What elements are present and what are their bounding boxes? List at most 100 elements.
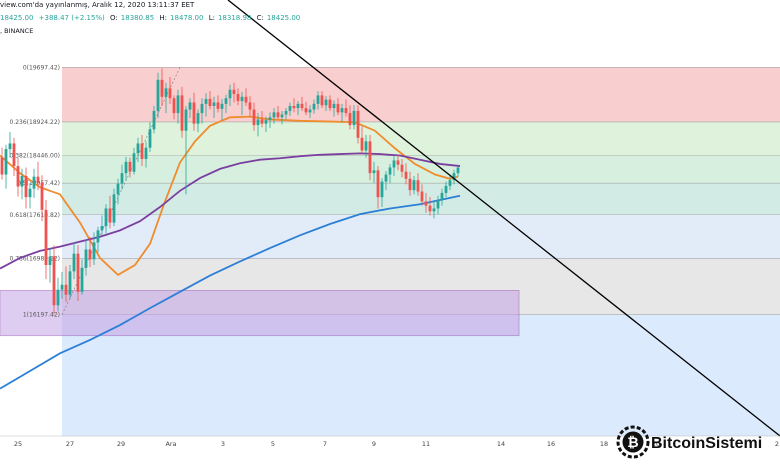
candle-body <box>244 96 248 103</box>
publish-info: view.com'da yayınlanmış, Aralık 12, 2020… <box>0 1 194 9</box>
candle-body <box>372 170 376 174</box>
candle-body <box>300 103 304 109</box>
candle-body <box>48 256 52 265</box>
publish-line: view.com'da yayınlanmış, Aralık 12, 2020… <box>0 1 195 9</box>
open-label: O: <box>110 14 118 22</box>
candle-body <box>12 143 16 167</box>
svg-text:₿: ₿ <box>627 435 638 451</box>
candle-body <box>328 99 332 109</box>
candle-body <box>140 143 144 159</box>
trendline <box>227 0 780 437</box>
candle-body <box>364 141 368 151</box>
support-zone <box>0 290 520 337</box>
candle-body <box>20 175 24 187</box>
candle-body <box>380 181 384 198</box>
candle-body <box>376 170 380 198</box>
candle-body <box>416 180 420 192</box>
candle-body <box>456 167 460 174</box>
candle-body <box>404 171 408 179</box>
candle-body <box>248 102 252 110</box>
x-tick-label: 25 <box>14 440 22 448</box>
candle-body <box>220 103 224 109</box>
bitcoin-gear-icon: ₿ <box>616 425 650 459</box>
x-tick-label: 3 <box>221 440 225 448</box>
low-value: 18318.98 <box>217 14 252 22</box>
candle-body <box>276 112 280 118</box>
candle-body <box>120 173 124 184</box>
candle-body <box>92 242 96 260</box>
candle-body <box>332 103 336 109</box>
candle-body <box>448 180 452 186</box>
candle-body <box>16 166 20 187</box>
candle-body <box>8 143 12 150</box>
candle-body <box>100 226 104 231</box>
x-tick-label: Ara <box>165 440 176 448</box>
candle-body <box>28 188 32 198</box>
exchange-name: , BINANCE <box>0 27 34 35</box>
candle-body <box>168 88 172 99</box>
candle-body <box>212 102 216 106</box>
candle-body <box>428 205 432 212</box>
sma-mid-line <box>0 152 461 270</box>
candle-body <box>124 161 128 174</box>
candle-body <box>36 176 40 184</box>
candle-body <box>408 178 412 191</box>
candle-body <box>452 173 456 181</box>
candle-body <box>72 253 76 272</box>
x-tick-label: 11 <box>422 440 430 448</box>
candle-body <box>412 180 416 191</box>
candle-body <box>348 113 352 126</box>
candle-body <box>0 157 4 175</box>
candle-body <box>156 79 160 111</box>
candle-body <box>64 284 68 295</box>
candle-body <box>316 95 320 104</box>
candle-body <box>384 174 388 182</box>
candle-body <box>60 284 64 290</box>
candle-body <box>152 110 156 130</box>
candle-body <box>368 141 372 174</box>
ohlc-readout: 18425.00 +388.47 (+2.15%) O: 18380.85 H: 1… <box>0 14 303 22</box>
x-tick-label: 9 <box>372 440 376 448</box>
close-label: C: <box>256 14 264 22</box>
candle-body <box>400 164 404 172</box>
price-change: +388.47 (+2.15%) <box>38 14 105 22</box>
fib-level-label: 1(16197.42) <box>23 312 60 319</box>
sma-long-line <box>0 194 461 390</box>
candle-body <box>432 208 436 212</box>
candle-body <box>148 129 152 148</box>
candle-body <box>84 249 88 268</box>
candle-body <box>352 110 356 126</box>
candle-body <box>344 108 348 114</box>
candle-body <box>232 89 236 94</box>
candle-body <box>296 103 300 109</box>
candle-body <box>340 108 344 113</box>
candle-body <box>104 208 108 227</box>
candle-body <box>268 117 272 121</box>
candle-body <box>164 88 168 97</box>
candle-body <box>52 256 56 306</box>
fib-level-label: 0.5(18057.42) <box>17 180 60 187</box>
x-tick-label: 2 <box>775 440 779 448</box>
x-tick-label: 7 <box>323 440 327 448</box>
candle-body <box>256 119 260 126</box>
candle-body <box>108 208 112 223</box>
candle-body <box>264 120 268 124</box>
candle-body <box>292 105 296 109</box>
candle-body <box>32 176 36 189</box>
fib-level-label: 0(19697.42) <box>23 64 60 71</box>
candle-body <box>324 99 328 106</box>
candle-body <box>132 153 136 172</box>
exchange-label: , BINANCE <box>0 27 33 35</box>
candle-body <box>80 267 84 292</box>
candle-body <box>284 110 288 115</box>
candle-body <box>200 103 204 114</box>
low-label: L: <box>208 14 215 22</box>
candle-body <box>224 98 228 104</box>
high-label: H: <box>159 14 168 22</box>
candle-body <box>308 109 312 113</box>
fib-band <box>62 121 780 156</box>
candle-body <box>172 98 176 114</box>
x-tick-label: 14 <box>497 440 505 448</box>
fib-level-label: 0.618(17610.82) <box>10 212 61 219</box>
